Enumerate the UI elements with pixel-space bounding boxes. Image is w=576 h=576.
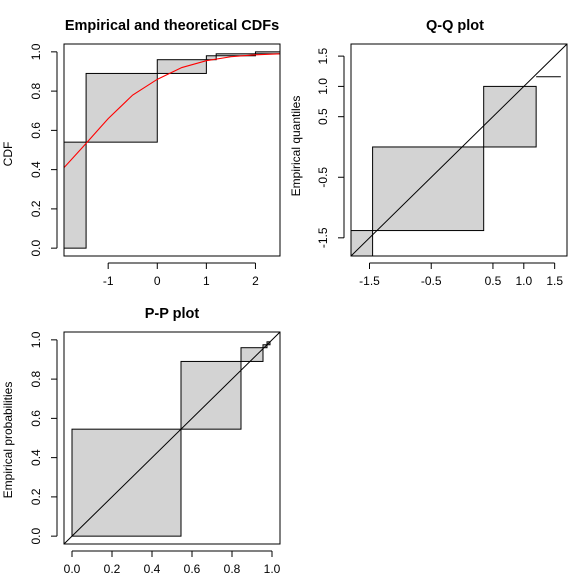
pp-panel: P-P plot Empirical probabilities 0.0 0.2 0… [1, 306, 281, 576]
pp-ylabel: Empirical probabilities [1, 382, 15, 499]
cdf-y-tick-label: 0.2 [29, 200, 43, 217]
pp-marks [64, 332, 280, 544]
qq-x-tick-label: 1.5 [546, 274, 563, 288]
pp-y-tick-label: 0.6 [29, 410, 43, 427]
qq-y-tick-label: -1.5 [316, 227, 330, 248]
cdf-panel: Empirical and theoretical CDFs CDF -1 0 1 2… [1, 18, 281, 288]
qq-title: Q-Q plot [426, 18, 484, 34]
pp-y-tick-label: 0.2 [29, 488, 43, 505]
pp-x-tick-label: 0.2 [104, 562, 121, 576]
qq-x-tick-label: -1.5 [359, 274, 380, 288]
theoretical-cdf-line [64, 53, 280, 169]
cdf-y-tick-label: 0.8 [29, 82, 43, 99]
cdf-ylabel: CDF [1, 142, 15, 167]
qq-ylabel: Empirical quantiles [289, 96, 303, 197]
qq-marks [351, 44, 567, 256]
cdf-marks [64, 51, 280, 249]
cdf-y-tick-label: 0.6 [29, 122, 43, 139]
cdf-x-tick-label: 0 [154, 274, 161, 288]
pp-x-tick-label: 0.6 [184, 562, 201, 576]
pp-y-tick-label: 0.8 [29, 370, 43, 387]
pp-title: P-P plot [145, 306, 200, 322]
qq-y-tick-label: 1.0 [316, 78, 330, 95]
pp-plot-frame [63, 331, 281, 545]
cdf-step-rect [156, 59, 207, 74]
pp-axes: 0.0 0.2 0.4 0.6 0.8 1.0 0.0 0.2 0.4 0.6 0.8 1.0 [29, 331, 281, 576]
pp-x-tick-label: 0.8 [224, 562, 241, 576]
cdf-x-tick-label: -1 [103, 274, 114, 288]
pp-x-tick-label: 0.4 [144, 562, 161, 576]
qq-y-tick-label: 1.5 [316, 47, 330, 64]
cdf-axes: -1 0 1 2 0.0 0.2 0.4 0.6 0.8 1.0 [29, 43, 281, 288]
pp-rect [180, 360, 242, 430]
pp-y-tick-label: 0.0 [29, 527, 43, 544]
pp-reference-line [64, 332, 280, 544]
qq-rect [483, 85, 537, 148]
cdf-title: Empirical and theoretical CDFs [65, 18, 279, 34]
qq-axes: -1.5 -0.5 0.5 1.0 1.5 -1.5 -0.5 0.5 1.0 1.5 [316, 43, 568, 288]
qq-plot-frame [350, 43, 568, 257]
cdf-y-tick-label: 1.0 [29, 43, 43, 60]
pp-y-tick-label: 0.4 [29, 449, 43, 466]
qq-x-tick-label: -0.5 [421, 274, 442, 288]
cdf-y-tick-label: 0.0 [29, 239, 43, 256]
qq-y-tick-label: 0.5 [316, 108, 330, 125]
pp-x-tick-label: 1.0 [264, 562, 281, 576]
qq-x-tick-label: 0.5 [485, 274, 502, 288]
qq-x-tick-label: 1.0 [515, 274, 532, 288]
cdf-plot-frame [63, 43, 281, 257]
qq-reference-line [351, 44, 567, 256]
cdf-x-tick-label: 1 [203, 274, 210, 288]
qq-panel: Q-Q plot Empirical quantiles -1.5 -0.5 0.5… [289, 18, 568, 288]
cdf-y-tick-label: 0.4 [29, 161, 43, 178]
qq-y-tick-label: -0.5 [316, 167, 330, 188]
cdf-x-tick-label: 2 [252, 274, 259, 288]
pp-y-tick-label: 1.0 [29, 331, 43, 348]
cdf-step-rect [64, 141, 87, 249]
pp-x-tick-label: 0.0 [64, 562, 81, 576]
pp-rect [240, 347, 264, 362]
